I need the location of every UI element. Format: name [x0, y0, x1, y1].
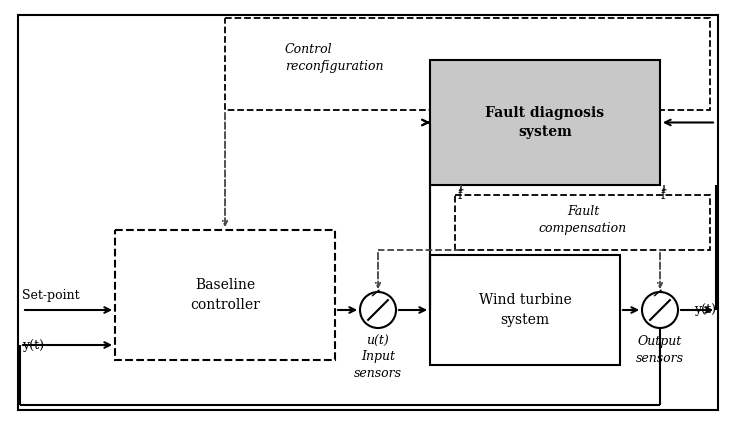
FancyBboxPatch shape — [115, 230, 335, 360]
Text: u(t): u(t) — [366, 335, 389, 348]
Text: Input
sensors: Input sensors — [354, 350, 402, 380]
Text: Fault diagnosis
system: Fault diagnosis system — [485, 106, 605, 139]
Text: f̂: f̂ — [459, 189, 463, 202]
Text: Baseline
controller: Baseline controller — [190, 278, 260, 312]
Text: Wind turbine
system: Wind turbine system — [479, 293, 571, 327]
Text: y(t): y(t) — [22, 339, 44, 351]
FancyBboxPatch shape — [430, 255, 620, 365]
Text: Output
sensors: Output sensors — [636, 335, 684, 365]
Text: f̂: f̂ — [661, 189, 666, 202]
Text: y(t): y(t) — [694, 303, 716, 317]
Text: Set-point: Set-point — [22, 288, 79, 302]
FancyBboxPatch shape — [430, 60, 660, 185]
Text: Control
reconfiguration: Control reconfiguration — [285, 43, 383, 73]
Text: Fault
compensation: Fault compensation — [539, 205, 627, 235]
